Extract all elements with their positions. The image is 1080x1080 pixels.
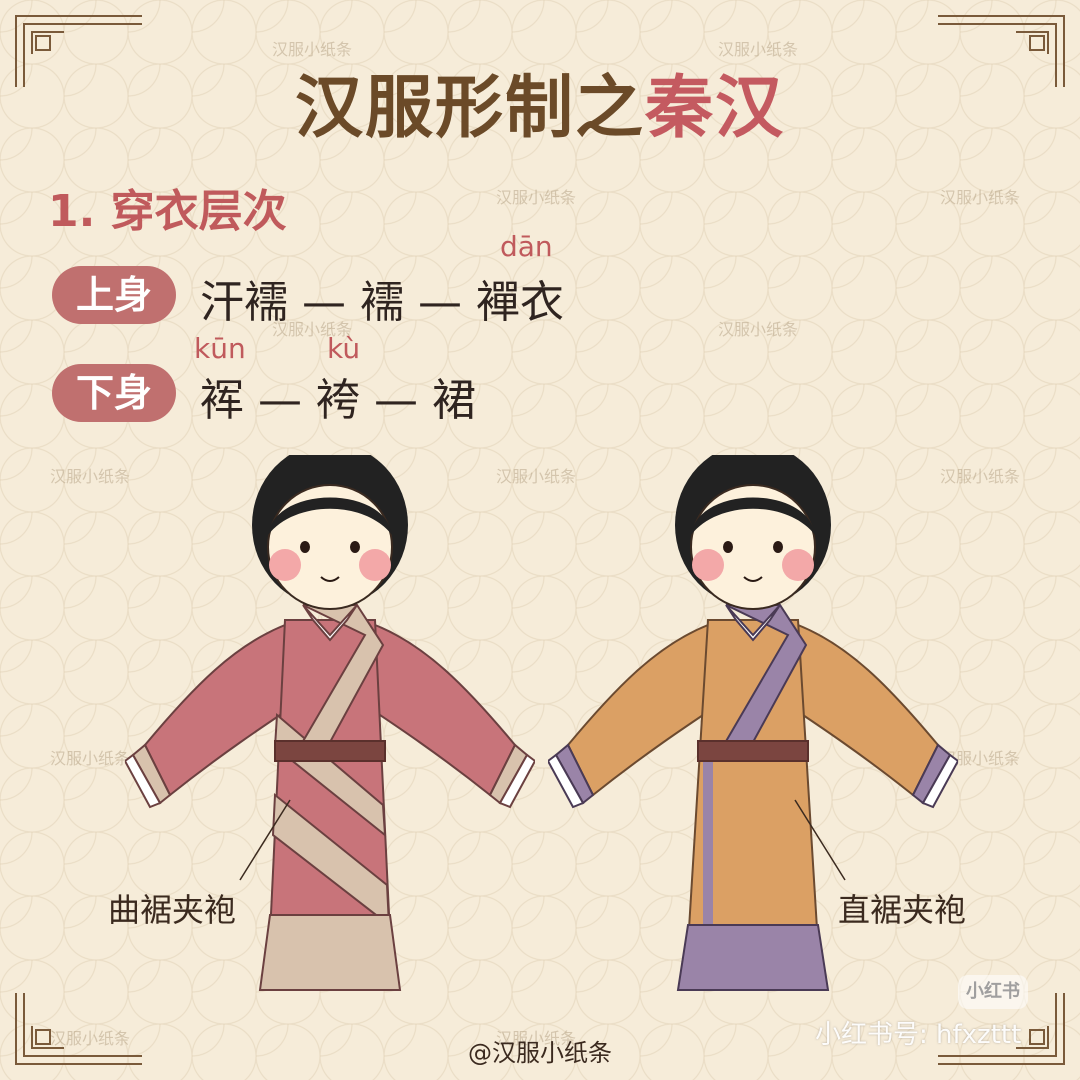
lower-body-sequence: 裈 — 袴 — 裙 (200, 375, 476, 426)
watermark: 汉服小纸条 (496, 1029, 577, 1048)
lower-body-pill: 下身 (52, 364, 176, 422)
upper-body-pill: 上身 (52, 266, 176, 324)
corner-ornament-bottom-left (15, 993, 142, 1065)
title-highlight: 秦汉 (645, 69, 786, 148)
watermark: 汉服小纸条 (496, 467, 577, 486)
page-title: 汉服形制之秦汉 (0, 52, 1080, 151)
watermark: 汉服小纸条 (718, 40, 799, 59)
platform-badge: 小红书 (958, 975, 1028, 1009)
watermark: 汉服小纸条 (50, 1029, 131, 1048)
watermark: 汉服小纸条 (718, 320, 799, 339)
watermark: 汉服小纸条 (272, 40, 353, 59)
watermark: 汉服小纸条 (496, 188, 577, 207)
label-quju-robe: 曲裾夹袍 (108, 891, 237, 929)
author-credit: @汉服小纸条 (468, 1039, 612, 1067)
pinyin-dan: dān (500, 230, 553, 263)
title-main: 汉服形制之 (294, 69, 645, 148)
watermark: 汉服小纸条 (940, 467, 1021, 486)
upper-body-sequence: 汗襦 — 襦 — 襌衣 (200, 277, 564, 328)
watermark: 汉服小纸条 (50, 749, 131, 768)
corner-ornament-top-right (938, 15, 1065, 87)
corner-ornament-bottom-right (938, 993, 1065, 1065)
watermark: 汉服小纸条 (940, 188, 1021, 207)
figure-zhiju-robe (548, 455, 958, 991)
pinyin-kun: kūn (194, 332, 246, 365)
watermark: 汉服小纸条 (50, 467, 131, 486)
label-zhiju-robe: 直裾夹袍 (838, 891, 967, 929)
pinyin-ku: kù (327, 332, 361, 365)
figure-quju-robe (125, 455, 535, 991)
watermark: 汉服小纸条 (272, 320, 353, 339)
platform-id: 小红书号: hfxzttt (815, 1020, 1022, 1050)
section-heading: 1. 穿衣层次 (48, 186, 287, 237)
corner-ornament-top-left (15, 15, 142, 87)
watermark: 汉服小纸条 (940, 749, 1021, 768)
